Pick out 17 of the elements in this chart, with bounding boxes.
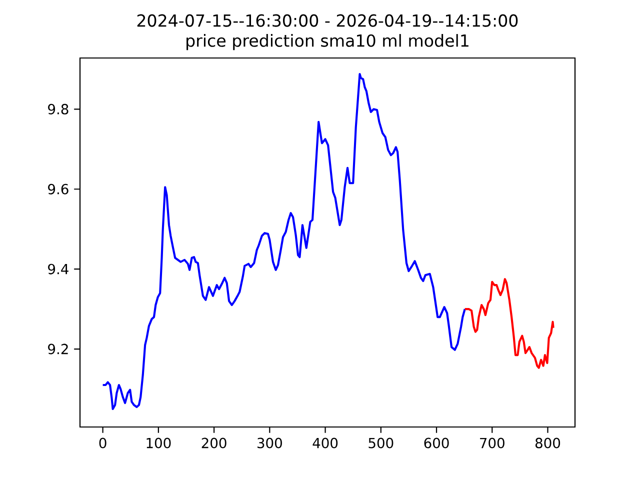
y-tick-label: 9.8	[48, 104, 68, 114]
x-tick-label: 700	[480, 438, 504, 448]
x-tick-label: 0	[99, 438, 106, 448]
x-tick-label: 600	[424, 438, 449, 448]
x-tick-label: 500	[368, 438, 394, 448]
line-series	[464, 278, 554, 369]
chart-title: 2024-07-15--16:30:00 - 2026-04-19--14:15:00	[137, 14, 518, 27]
y-tick-label: 9.6	[48, 184, 68, 194]
y-tick-label: 9.2	[48, 344, 68, 354]
x-tick-label: 800	[535, 438, 560, 448]
x-tick-label: 300	[258, 438, 282, 448]
y-tick-label: 9.4	[48, 264, 68, 274]
x-tick-label: 200	[202, 438, 226, 448]
x-tick-label: 400	[312, 438, 338, 448]
line-series	[102, 72, 466, 410]
x-tick-label: 100	[146, 438, 171, 448]
chart-subtitle: price prediction sma10 ml model1	[186, 34, 468, 50]
